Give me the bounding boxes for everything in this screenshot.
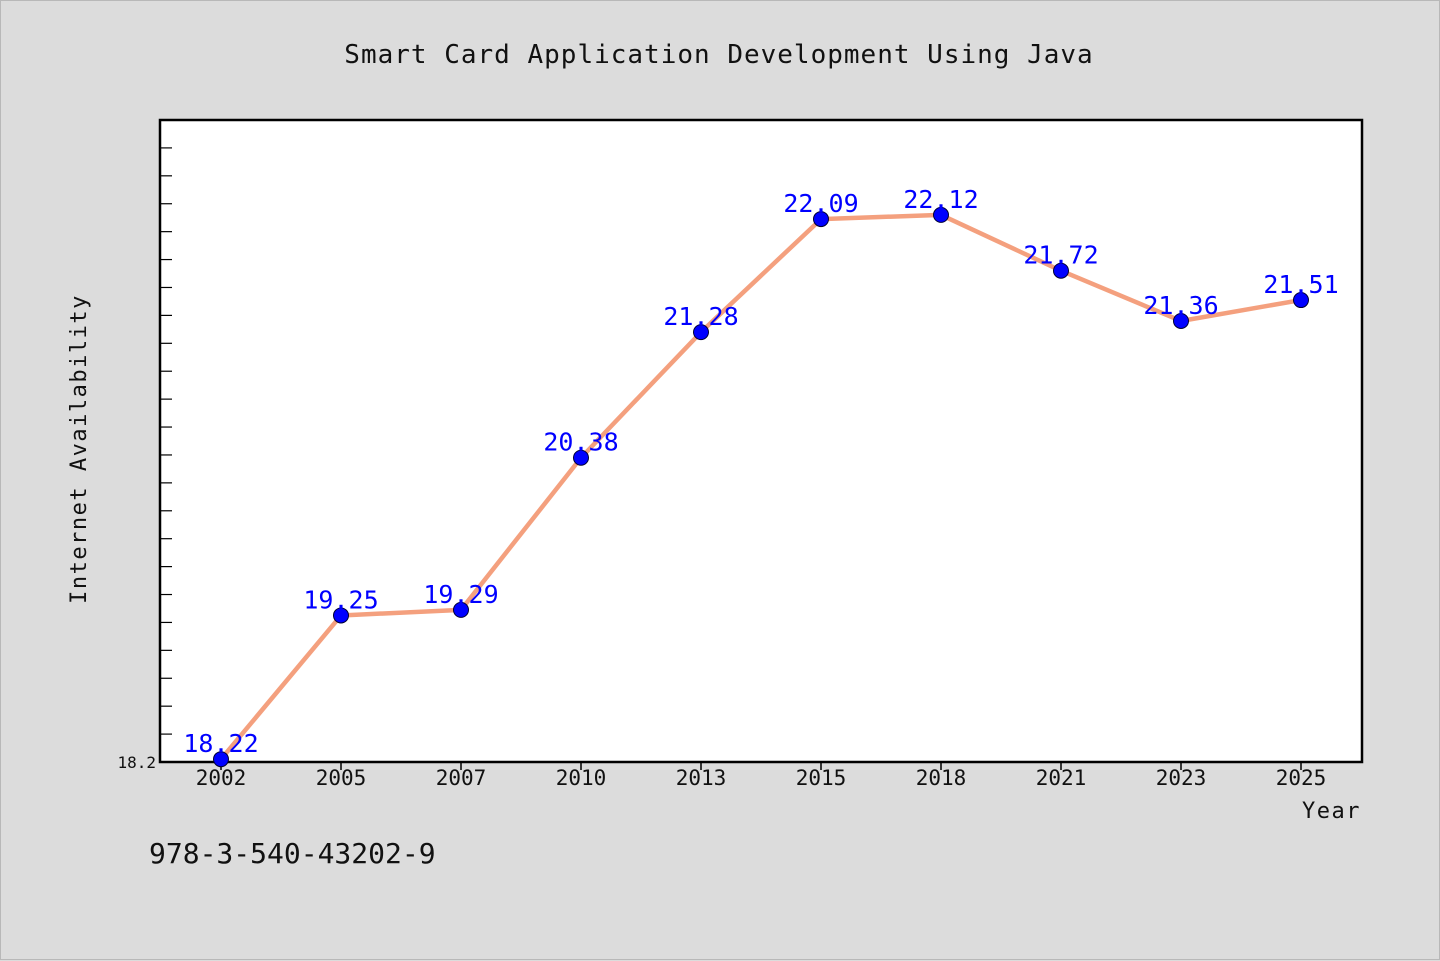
x-tick-label: 2025 [1276,766,1327,790]
y-axis-tick-labels: 18.2 [117,753,156,772]
x-tick-label: 2023 [1156,766,1207,790]
x-tick-label: 2002 [196,766,247,790]
data-point [933,206,949,223]
data-point [813,211,829,228]
x-tick-label: 2005 [316,766,367,790]
data-label: 21.72 [1023,241,1098,270]
data-point [1173,312,1189,329]
x-tick-label: 2015 [796,766,847,790]
data-label: 22.09 [783,189,858,218]
plot-area [158,118,1364,764]
x-tick-label: 2018 [916,766,967,790]
data-point [1293,292,1309,309]
x-tick-label: 2007 [436,766,487,790]
data-label: 21.36 [1143,291,1218,320]
marker-layer [213,206,1309,768]
data-point [213,751,229,768]
data-label: 21.28 [663,302,738,331]
y-tick-label: 18.2 [117,753,156,772]
data-label: 22.12 [903,185,978,214]
x-axis-tick-labels: 2002 2005 2007 2010 2013 2015 2018 2021 2023 2025 [196,766,1327,790]
isbn-text: 978-3-540-43202-9 [149,837,436,870]
x-tick-label: 2010 [556,766,607,790]
x-tick-label: 2013 [676,766,727,790]
chart-title: Smart Card Application Development Using… [344,40,1093,70]
series-line [218,212,1304,762]
data-label: 21.51 [1263,270,1338,299]
data-point [453,601,469,618]
data-point [693,324,709,341]
series-layer [218,212,1304,762]
x-axis-label: Year [1302,799,1361,824]
y-axis-label: Internet Availability [67,294,92,604]
x-tick-label: 2021 [1036,766,1087,790]
data-point [1053,262,1069,279]
data-label: 19.29 [423,580,498,609]
y-axis-ticks [160,147,172,735]
data-point [573,449,589,466]
data-label: 18.22 [183,729,258,758]
data-label-layer: 18.22 19.25 19.29 20.38 21.28 22.09 22.12 21.72… [183,185,1338,758]
x-axis-ticks [220,762,1302,770]
data-label: 20.38 [543,428,618,457]
data-point [333,607,349,624]
data-label: 19.25 [303,585,378,614]
